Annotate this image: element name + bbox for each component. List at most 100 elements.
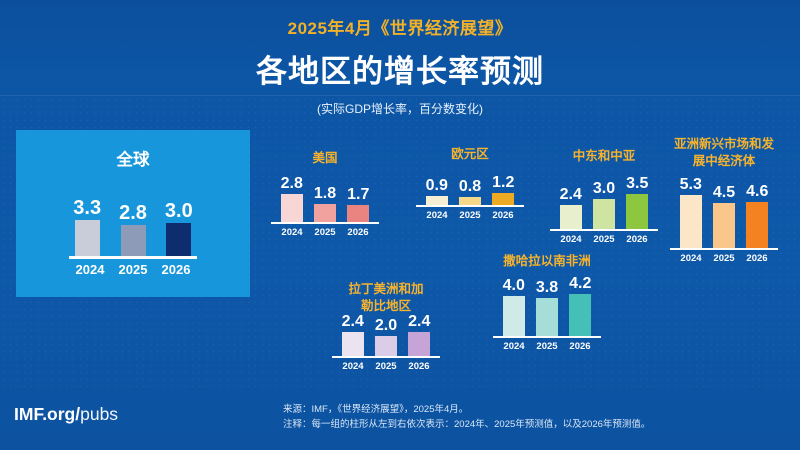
region-group-us: 美国 2.8 1.8 1.7 2024 2025 2026 bbox=[255, 150, 395, 238]
year-label: 2026 bbox=[408, 360, 430, 372]
bar bbox=[375, 335, 397, 356]
year-label: 2025 bbox=[314, 226, 336, 238]
imf-pubs-logo: IMF.org/pubs bbox=[14, 404, 118, 425]
bar-column: 4.6 bbox=[746, 183, 769, 248]
bar-value-label: 3.8 bbox=[535, 278, 559, 296]
bar bbox=[713, 202, 735, 248]
brand-bold: IMF.org/ bbox=[14, 404, 81, 424]
region-label-africa: 撒哈拉以南非洲 bbox=[503, 254, 591, 268]
bar-value-label: 5.3 bbox=[679, 175, 702, 193]
page-subtitle: (实际GDP增长率，百分数变化) bbox=[317, 102, 483, 116]
bar-column: 0.8 bbox=[458, 177, 482, 205]
region-label-mideast: 中东和中亚 bbox=[572, 149, 636, 163]
bar bbox=[280, 193, 303, 222]
bar bbox=[425, 195, 448, 205]
bar bbox=[74, 219, 100, 256]
region-group-euro: 欧元区 0.9 0.8 1.2 2024 2025 2026 bbox=[400, 146, 540, 221]
bar-value-label: 2.4 bbox=[341, 312, 364, 330]
bar-value-label: 1.8 bbox=[313, 184, 337, 202]
bar-value-label: 2.4 bbox=[408, 312, 431, 330]
latam-chart: 2.4 2.0 2.4 bbox=[341, 312, 431, 356]
report-kicker: 2025年4月《世界经济展望》 bbox=[287, 19, 513, 38]
bar-value-label: 3.3 bbox=[73, 196, 102, 219]
year-label: 2025 bbox=[118, 262, 148, 277]
year-label: 2026 bbox=[161, 262, 191, 277]
bar-column: 1.7 bbox=[347, 186, 370, 222]
year-labels: 2024 2025 2026 bbox=[16, 262, 250, 277]
bar-column: 0.9 bbox=[425, 177, 448, 205]
year-label: 2024 bbox=[281, 226, 303, 238]
bar bbox=[559, 204, 582, 229]
bar-column: 2.0 bbox=[375, 317, 397, 356]
footer-notes: 来源：IMF，《世界经济展望》，2025年4月。 注释：每一组的柱形从左到右依次… bbox=[283, 402, 650, 432]
year-label: 2024 bbox=[426, 209, 448, 221]
region-label-asia: 亚洲新兴市场和发展中经济体 bbox=[673, 137, 774, 168]
source-line: 来源：IMF，《世界经济展望》，2025年4月。 bbox=[283, 404, 469, 415]
year-labels: 2024 2025 2026 bbox=[675, 253, 774, 264]
us-chart: 2.8 1.8 1.7 bbox=[280, 167, 370, 222]
bar bbox=[746, 201, 769, 248]
global-panel: 全球 3.3 2.8 3.0 2024 2025 2026 bbox=[16, 130, 250, 297]
year-label: 2026 bbox=[347, 226, 369, 238]
bar-value-label: 0.8 bbox=[458, 177, 482, 195]
year-label: 2025 bbox=[593, 233, 615, 245]
bar bbox=[120, 225, 146, 256]
bar-column: 2.8 bbox=[119, 203, 147, 256]
asia-chart: 5.3 4.5 4.6 bbox=[679, 170, 769, 248]
bar-column: 5.3 bbox=[679, 175, 702, 248]
year-label: 2024 bbox=[503, 340, 525, 352]
year-label: 2024 bbox=[560, 233, 582, 245]
bar-column: 3.8 bbox=[535, 278, 559, 336]
year-label: 2026 bbox=[569, 340, 591, 352]
axis-baseline bbox=[493, 335, 601, 338]
axis-baseline bbox=[550, 228, 658, 231]
bar-value-label: 4.5 bbox=[712, 183, 736, 201]
mideast-chart: 2.4 3.0 3.5 bbox=[559, 165, 649, 229]
region-label-us: 美国 bbox=[312, 151, 338, 165]
bar-value-label: 3.0 bbox=[164, 200, 193, 222]
year-labels: 2024 2025 2026 bbox=[555, 234, 654, 245]
year-label: 2025 bbox=[459, 209, 481, 221]
region-group-asia: 亚洲新兴市场和发展中经济体 5.3 4.5 4.6 2024 2025 2026 bbox=[654, 136, 794, 264]
region-group-africa: 撒哈拉以南非洲 4.0 3.8 4.2 2024 2025 2026 bbox=[477, 253, 617, 352]
region-group-latam: 拉丁美洲和加勒比地区 2.4 2.0 2.4 2024 2025 2026 bbox=[316, 281, 456, 372]
bar bbox=[502, 295, 525, 336]
bar bbox=[459, 196, 481, 205]
bar-column: 1.8 bbox=[313, 184, 337, 222]
bar-column: 2.4 bbox=[408, 312, 431, 356]
bar bbox=[536, 297, 558, 336]
axis-baseline bbox=[271, 221, 379, 224]
axis-baseline bbox=[69, 256, 197, 259]
bar-column: 4.2 bbox=[569, 274, 592, 336]
year-label: 2024 bbox=[680, 252, 702, 264]
header: 2025年4月《世界经济展望》 各地区的增长率预测 (实际GDP增长率，百分数变… bbox=[0, 14, 800, 117]
axis-baseline bbox=[670, 247, 778, 250]
bar-column: 2.8 bbox=[280, 175, 303, 222]
global-chart: 3.3 2.8 3.0 bbox=[16, 194, 250, 256]
bar-column: 2.4 bbox=[559, 185, 582, 229]
year-labels: 2024 2025 2026 bbox=[337, 361, 436, 372]
bar-value-label: 1.2 bbox=[492, 173, 515, 191]
bar bbox=[166, 223, 192, 256]
bar bbox=[408, 331, 431, 356]
global-panel-title: 全球 bbox=[116, 151, 150, 169]
bar-value-label: 4.2 bbox=[569, 274, 592, 292]
year-label: 2026 bbox=[492, 209, 514, 221]
bar-value-label: 2.8 bbox=[119, 202, 147, 225]
brand-light: pubs bbox=[80, 404, 119, 424]
page-title: 各地区的增长率预测 bbox=[256, 54, 544, 89]
bar bbox=[347, 204, 370, 222]
bar-column: 2.4 bbox=[341, 312, 364, 356]
year-label: 2025 bbox=[713, 252, 735, 264]
year-label: 2025 bbox=[375, 360, 397, 372]
euro-chart: 0.9 0.8 1.2 bbox=[425, 163, 515, 205]
axis-baseline bbox=[416, 204, 524, 207]
bar bbox=[341, 331, 364, 356]
year-label: 2024 bbox=[342, 360, 364, 372]
bar-column: 3.0 bbox=[165, 201, 193, 256]
region-label-latam: 拉丁美洲和加勒比地区 bbox=[348, 282, 424, 313]
bar-value-label: 3.5 bbox=[626, 174, 649, 192]
region-group-mideast: 中东和中亚 2.4 3.0 3.5 2024 2025 2026 bbox=[534, 148, 674, 245]
bar-value-label: 2.4 bbox=[559, 185, 582, 203]
